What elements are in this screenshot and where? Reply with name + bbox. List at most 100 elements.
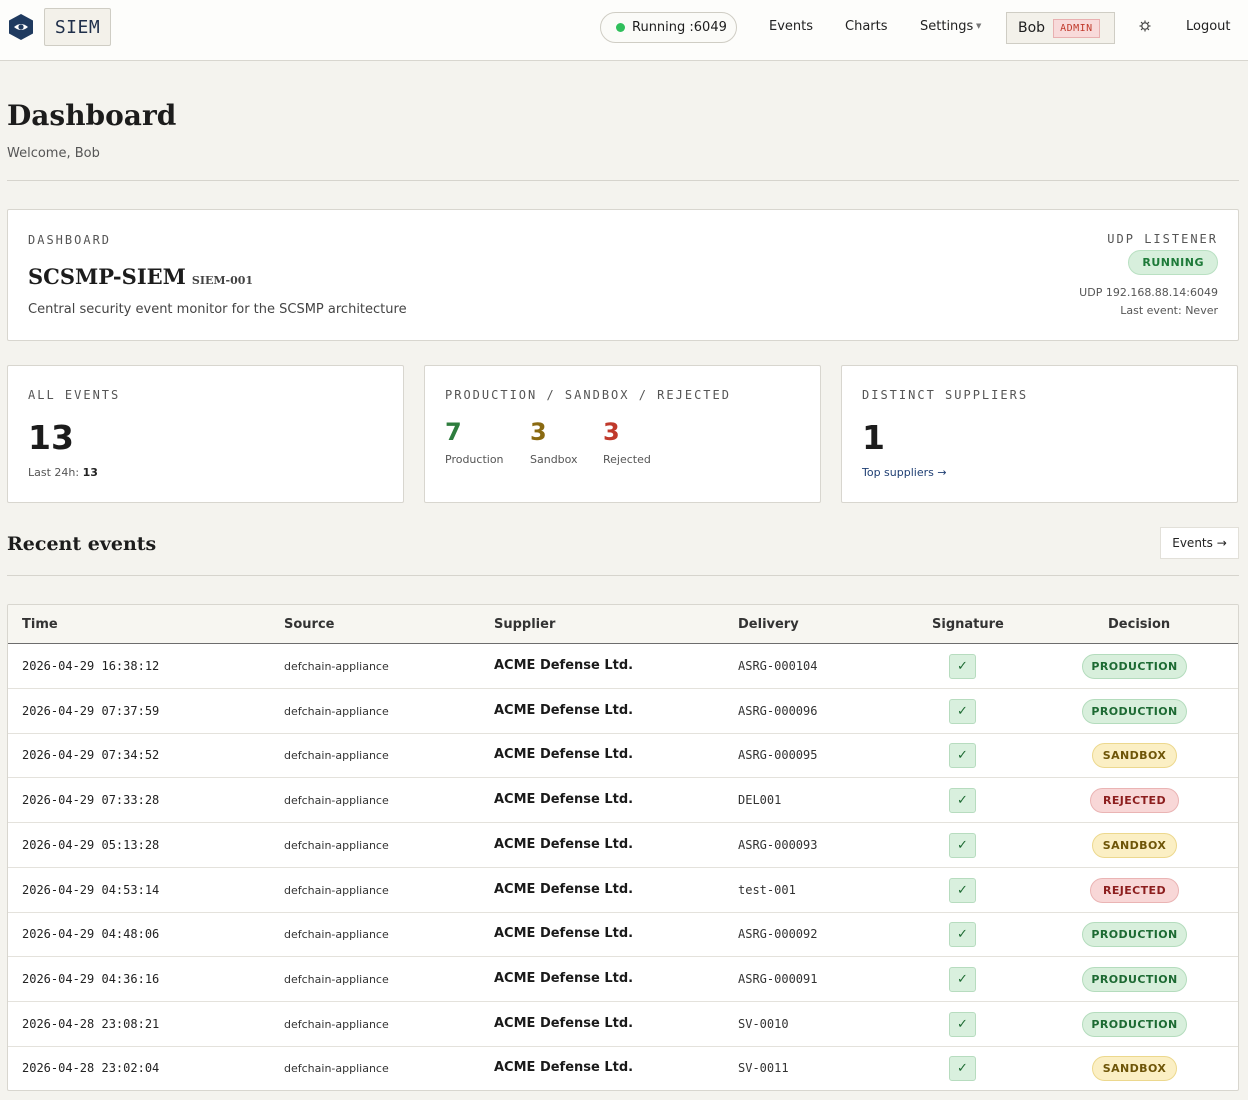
nav-events[interactable]: Events bbox=[769, 19, 814, 34]
event-time: 2026-04-29 07:37:59 bbox=[22, 703, 160, 718]
table-row[interactable]: 2026-04-29 05:13:28 defchain-appliance ACM… bbox=[8, 823, 1238, 868]
logout-link[interactable]: Logout bbox=[1186, 19, 1231, 34]
decision-badge: PRODUCTION bbox=[1082, 654, 1187, 679]
signature-check-icon: ✓ bbox=[949, 1056, 976, 1082]
col-signature[interactable]: Signature bbox=[932, 617, 1004, 632]
decision-badge: PRODUCTION bbox=[1082, 698, 1187, 724]
events-button[interactable]: Events → bbox=[1160, 527, 1239, 559]
server-status-pill: Running :6049 bbox=[600, 12, 737, 43]
decision-breakdown-card: PRODUCTION / SANDBOX / REJECTED 7 Produc… bbox=[424, 365, 821, 503]
event-time: 2026-04-28 23:02:04 bbox=[22, 1061, 160, 1076]
gear-icon[interactable] bbox=[1139, 20, 1151, 32]
event-delivery[interactable]: ASRG-000093 bbox=[738, 837, 818, 852]
event-time: 2026-04-29 04:36:16 bbox=[22, 971, 160, 986]
page-title: Dashboard bbox=[7, 99, 177, 132]
table-row[interactable]: 2026-04-29 16:38:12 defchain-appliance ACM… bbox=[8, 644, 1238, 689]
event-delivery[interactable]: test-001 bbox=[738, 882, 796, 897]
event-source: defchain-appliance bbox=[284, 660, 389, 673]
col-source[interactable]: Source bbox=[284, 617, 335, 632]
event-time: 2026-04-29 16:38:12 bbox=[22, 659, 160, 673]
event-supplier: ACME Defense Ltd. bbox=[494, 926, 634, 942]
event-supplier: ACME Defense Ltd. bbox=[494, 702, 634, 718]
caret-down-icon[interactable]: ▼ bbox=[976, 22, 982, 30]
decision-badge: PRODUCTION bbox=[1082, 1011, 1187, 1037]
event-time: 2026-04-29 04:53:14 bbox=[22, 882, 160, 897]
production-label: Production bbox=[445, 453, 504, 466]
event-delivery[interactable]: ASRG-000091 bbox=[738, 971, 818, 986]
breakdown-label: PRODUCTION / SANDBOX / REJECTED bbox=[445, 388, 731, 402]
col-decision[interactable]: Decision bbox=[1108, 617, 1171, 632]
status-dot-icon bbox=[616, 23, 625, 32]
system-description: Central security event monitor for the S… bbox=[28, 302, 407, 317]
section-divider bbox=[7, 575, 1239, 576]
table-row[interactable]: 2026-04-29 04:36:16 defchain-appliance ACM… bbox=[8, 957, 1238, 1002]
nav-charts[interactable]: Charts bbox=[845, 19, 888, 34]
suppliers-label: DISTINCT SUPPLIERS bbox=[862, 388, 1029, 402]
event-supplier: ACME Defense Ltd. bbox=[494, 881, 634, 897]
last-24h-value: 13 bbox=[82, 466, 98, 479]
col-delivery[interactable]: Delivery bbox=[738, 617, 799, 632]
top-nav: SIEM Running :6049 Events Charts Setting… bbox=[0, 0, 1248, 61]
table-row[interactable]: 2026-04-29 04:48:06 defchain-appliance ACM… bbox=[8, 912, 1238, 958]
event-source: defchain-appliance bbox=[284, 972, 389, 986]
table-row[interactable]: 2026-04-28 23:08:21 defchain-appliance ACM… bbox=[8, 1002, 1238, 1047]
rejected-count: 3 bbox=[603, 418, 620, 446]
decision-badge: REJECTED bbox=[1090, 788, 1179, 814]
event-delivery[interactable]: DEL001 bbox=[738, 793, 782, 808]
decision-badge: SANDBOX bbox=[1092, 832, 1177, 858]
event-source: defchain-appliance bbox=[284, 749, 389, 763]
col-time[interactable]: Time bbox=[22, 617, 58, 632]
event-source: defchain-appliance bbox=[284, 928, 389, 942]
system-code: SIEM-001 bbox=[191, 274, 254, 287]
decision-badge: REJECTED bbox=[1090, 877, 1179, 903]
event-delivery[interactable]: ASRG-000095 bbox=[738, 748, 818, 763]
eye-hexagon-icon[interactable] bbox=[9, 14, 33, 40]
event-supplier: ACME Defense Ltd. bbox=[494, 658, 634, 673]
decision-badge: SANDBOX bbox=[1092, 743, 1177, 769]
sandbox-label: Sandbox bbox=[530, 453, 578, 466]
udp-address: UDP 192.168.88.14:6049 bbox=[1079, 286, 1218, 299]
all-events-card: ALL EVENTS 13 Last 24h: 13 bbox=[7, 365, 404, 503]
event-time: 2026-04-29 07:33:28 bbox=[22, 793, 160, 808]
top-suppliers-link[interactable]: Top suppliers → bbox=[862, 466, 947, 479]
event-delivery[interactable]: ASRG-000092 bbox=[738, 927, 818, 942]
signature-check-icon: ✓ bbox=[949, 966, 976, 992]
server-status-text: Running :6049 bbox=[632, 20, 727, 35]
event-delivery[interactable]: ASRG-000096 bbox=[738, 703, 818, 718]
nav-settings[interactable]: Settings bbox=[920, 19, 974, 34]
signature-check-icon: ✓ bbox=[949, 922, 976, 948]
event-supplier: ACME Defense Ltd. bbox=[494, 792, 634, 808]
table-row[interactable]: 2026-04-29 07:34:52 defchain-appliance ACM… bbox=[8, 733, 1238, 779]
event-supplier: ACME Defense Ltd. bbox=[494, 1015, 634, 1031]
recent-events-title: Recent events bbox=[7, 533, 157, 555]
event-time: 2026-04-29 04:48:06 bbox=[22, 927, 160, 942]
last-event: Last event: Never bbox=[1120, 304, 1218, 317]
table-row[interactable]: 2026-04-28 23:02:04 defchain-appliance ACM… bbox=[8, 1046, 1238, 1090]
event-delivery[interactable]: SV-0010 bbox=[738, 1016, 789, 1031]
col-supplier[interactable]: Supplier bbox=[494, 617, 556, 632]
event-supplier: ACME Defense Ltd. bbox=[494, 1060, 634, 1076]
event-supplier: ACME Defense Ltd. bbox=[494, 970, 634, 986]
system-name: SCSMP-SIEM bbox=[28, 264, 186, 289]
event-source: defchain-appliance bbox=[284, 794, 389, 808]
user-menu[interactable]: Bob ADMIN bbox=[1006, 12, 1115, 44]
decision-badge: PRODUCTION bbox=[1082, 922, 1187, 948]
table-row[interactable]: 2026-04-29 07:37:59 defchain-appliance ACM… bbox=[8, 689, 1238, 734]
event-time: 2026-04-29 07:34:52 bbox=[22, 748, 160, 763]
signature-check-icon: ✓ bbox=[949, 698, 976, 724]
udp-status-badge: RUNNING bbox=[1128, 250, 1218, 275]
sandbox-stat: 3 Sandbox bbox=[530, 418, 578, 466]
event-supplier: ACME Defense Ltd. bbox=[494, 836, 634, 852]
event-source: defchain-appliance bbox=[284, 838, 389, 852]
event-delivery[interactable]: ASRG-000104 bbox=[738, 659, 818, 673]
last-24h-label: Last 24h: bbox=[28, 466, 80, 479]
table-row[interactable]: 2026-04-29 07:33:28 defchain-appliance ACM… bbox=[8, 778, 1238, 824]
event-delivery[interactable]: SV-0011 bbox=[738, 1061, 789, 1076]
signature-check-icon: ✓ bbox=[949, 1011, 976, 1037]
production-stat: 7 Production bbox=[445, 418, 504, 466]
brand-logo[interactable]: SIEM bbox=[44, 8, 111, 46]
table-row[interactable]: 2026-04-29 04:53:14 defchain-appliance ACM… bbox=[8, 868, 1238, 913]
last-24h: Last 24h: 13 bbox=[28, 466, 98, 479]
header-divider bbox=[7, 180, 1239, 181]
rejected-label: Rejected bbox=[603, 453, 651, 466]
